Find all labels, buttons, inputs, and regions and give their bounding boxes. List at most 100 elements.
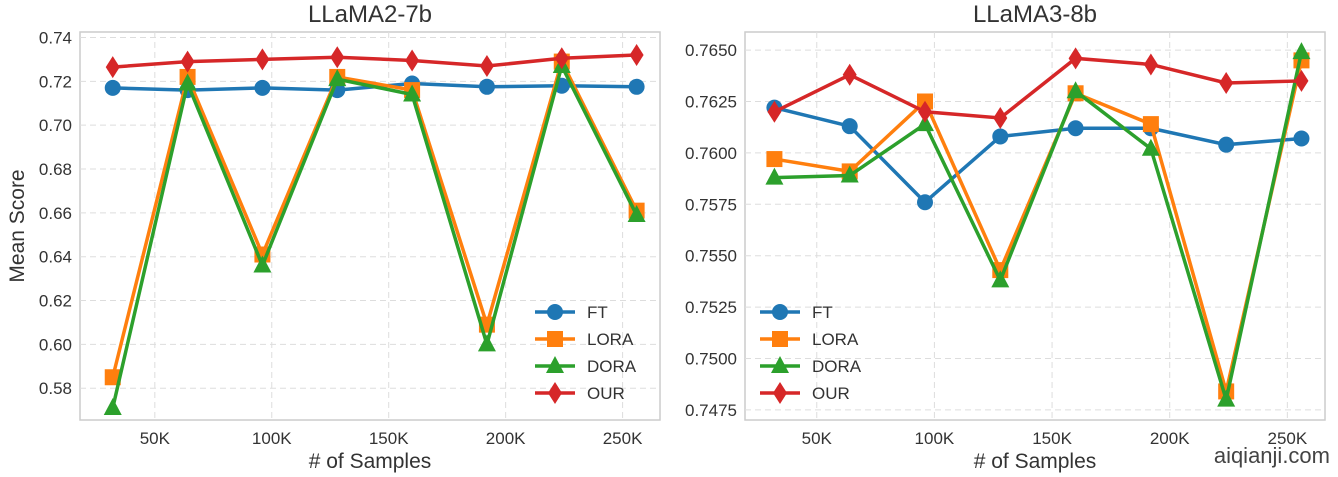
legend-marker — [546, 356, 564, 373]
data-point — [1143, 53, 1158, 76]
data-point — [330, 46, 345, 69]
y-tick-label: 0.62 — [39, 292, 72, 311]
y-tick-label: 0.7525 — [685, 298, 737, 317]
data-point — [841, 118, 858, 135]
legend-label: DORA — [587, 357, 637, 376]
series-line — [111, 56, 639, 378]
data-point — [765, 167, 784, 185]
legend-label: LORA — [587, 330, 634, 349]
y-tick-label: 0.7475 — [685, 401, 737, 420]
chart-title: LLaMA2-7b — [308, 1, 432, 28]
data-point — [1142, 116, 1159, 133]
series-line — [111, 61, 639, 409]
data-point — [105, 56, 120, 79]
legend-label: OUR — [812, 384, 850, 403]
series-line — [773, 56, 1302, 120]
data-point — [1068, 47, 1083, 70]
y-tick-label: 0.68 — [39, 160, 72, 179]
data-point — [917, 194, 933, 211]
legend-marker — [548, 382, 562, 404]
data-point — [1293, 130, 1310, 147]
data-point — [479, 54, 494, 77]
legend-marker — [772, 304, 788, 320]
data-point — [992, 128, 1009, 145]
data-point — [1217, 389, 1236, 407]
y-tick-label: 0.7550 — [685, 247, 737, 266]
y-tick-label: 0.64 — [39, 248, 72, 267]
data-point — [993, 106, 1008, 129]
data-point — [255, 48, 270, 71]
y-tick-label: 0.7650 — [685, 41, 737, 60]
y-tick-label: 0.7500 — [685, 350, 737, 369]
data-point — [180, 50, 195, 73]
y-tick-label: 0.70 — [39, 116, 72, 135]
y-tick-label: 0.7600 — [685, 144, 737, 163]
legend-marker — [547, 304, 563, 320]
data-point — [627, 205, 646, 223]
legend-marker — [547, 331, 563, 347]
x-tick-label: 200K — [486, 429, 526, 448]
series-dora — [765, 42, 1311, 407]
x-axis-label: # of Samples — [974, 450, 1097, 473]
chart-0: 50K 100K 150K 200K 250K 0.58 0.60 0.62 0.64 0.66 0… — [6, 1, 661, 473]
data-point — [918, 100, 932, 123]
plot-area — [79, 31, 661, 421]
data-point — [1141, 138, 1160, 156]
legend-label: FT — [587, 303, 608, 322]
x-tick-label: 100K — [252, 429, 292, 448]
y-tick-label: 0.66 — [39, 204, 72, 223]
data-point — [840, 165, 859, 183]
data-point — [253, 255, 272, 273]
chart-title: LLaMA3-8b — [973, 1, 1097, 28]
series-our — [767, 47, 1309, 129]
data-point — [405, 49, 420, 72]
series-dora — [103, 55, 646, 415]
legend-marker — [772, 331, 788, 347]
data-point — [104, 369, 121, 386]
data-point — [1219, 71, 1234, 94]
watermark: aiqianji.com — [1213, 443, 1330, 468]
data-point — [403, 84, 422, 102]
x-axis-label: # of Samples — [309, 450, 432, 473]
legend-label: OUR — [587, 384, 625, 403]
data-point — [104, 79, 121, 96]
data-point — [103, 397, 122, 415]
series-line — [773, 105, 1302, 205]
y-tick-label: 0.74 — [39, 28, 72, 47]
data-point — [767, 100, 782, 123]
plot-area — [744, 31, 1326, 421]
legend-marker — [773, 382, 787, 404]
y-tick-label: 0.7575 — [685, 195, 737, 214]
legend: FT LORA DORA OUR — [535, 303, 637, 404]
data-point — [477, 334, 496, 352]
series-line — [774, 51, 1304, 401]
x-tick-label: 200K — [1150, 429, 1190, 448]
y-tick-label: 0.60 — [39, 335, 72, 354]
legend: FT LORA DORA OUR — [760, 303, 862, 404]
data-point — [328, 69, 347, 87]
data-point — [1294, 69, 1309, 92]
data-point — [628, 78, 645, 95]
series-our — [105, 44, 644, 79]
series-ft — [766, 99, 1310, 211]
data-point — [478, 78, 495, 95]
x-tick-label: 100K — [915, 429, 955, 448]
x-tick-label: 150K — [369, 429, 409, 448]
x-tick-label: 50K — [140, 429, 171, 448]
data-point — [1292, 42, 1311, 60]
data-point — [254, 79, 271, 96]
legend-label: LORA — [812, 330, 859, 349]
data-point — [1218, 136, 1235, 153]
data-point — [178, 73, 197, 91]
y-tick-label: 0.58 — [39, 379, 72, 398]
x-tick-label: 50K — [802, 429, 833, 448]
x-tick-label: 150K — [1032, 429, 1072, 448]
y-axis-label: Mean Score — [6, 169, 29, 282]
x-tick-label: 250K — [603, 429, 643, 448]
series-line — [112, 53, 637, 69]
data-point — [554, 47, 569, 70]
chart-1: 50K 100K 150K 200K 250K 0.7475 0.7500 0.7525 0.7… — [685, 1, 1326, 473]
x-tick-label: 250K — [1268, 429, 1308, 448]
